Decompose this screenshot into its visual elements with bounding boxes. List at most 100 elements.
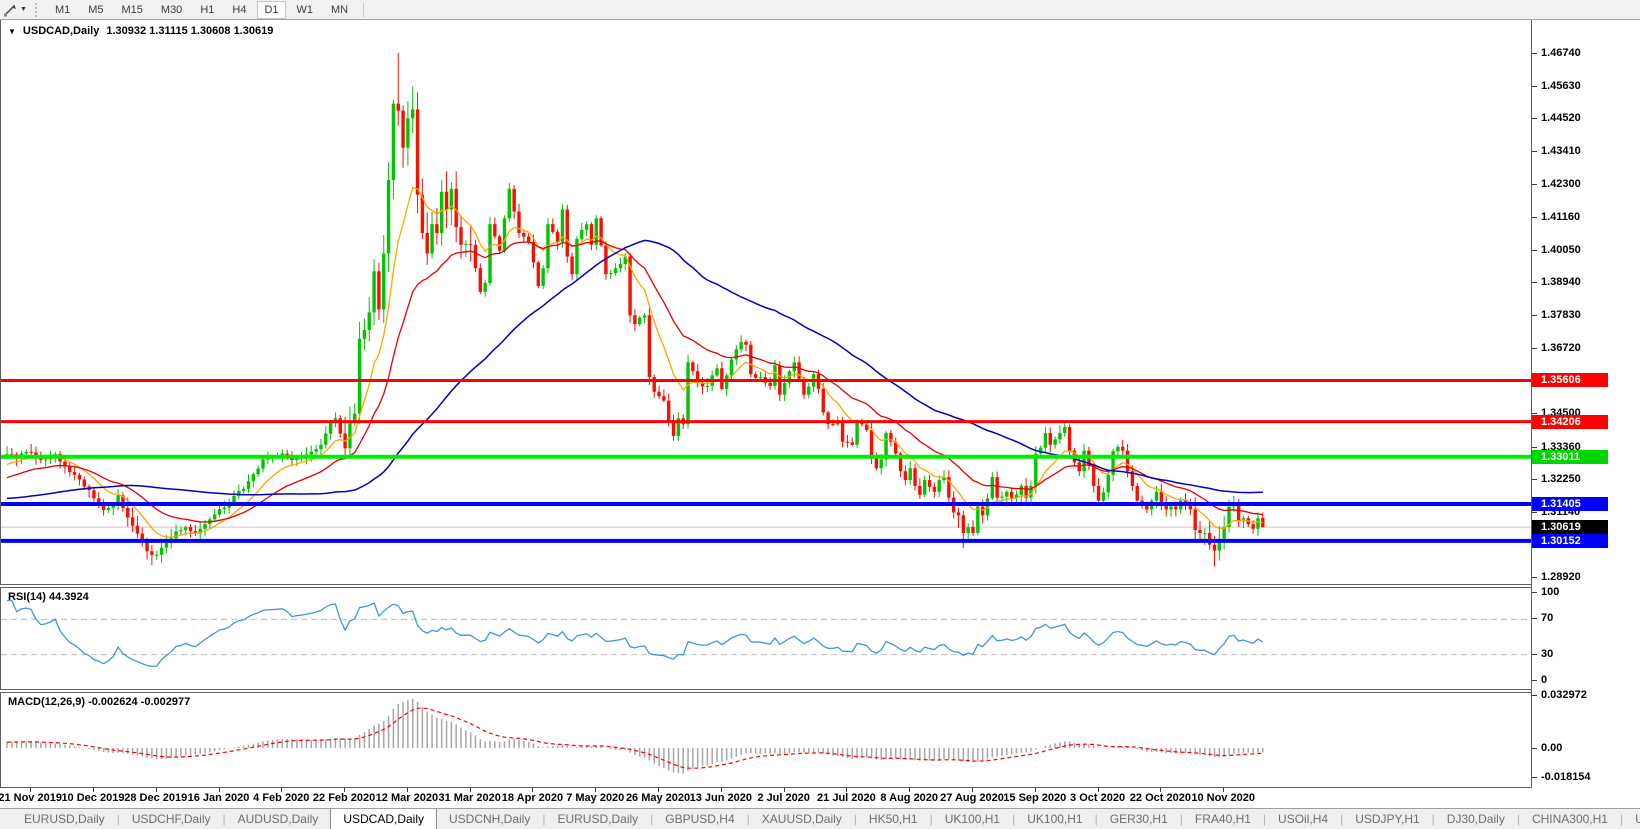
rsi-indicator-label: RSI(14) 44.3924 <box>8 591 89 603</box>
date-axis-label: 8 Aug 2020 <box>880 792 939 804</box>
price-axis-tick-label: 1.40050 <box>1541 243 1581 256</box>
timeframe-m5-button[interactable]: M5 <box>88 3 104 16</box>
rsi-panel[interactable]: RSI(14) 44.3924 <box>0 587 1531 690</box>
macd-chart-canvas[interactable] <box>1 693 1531 787</box>
date-axis-label: 21 Nov 2019 <box>0 792 62 804</box>
date-tick-mark <box>783 788 785 792</box>
tab-separator: | <box>929 812 933 826</box>
macd-panel[interactable]: MACD(12,26,9) -0.002624 -0.002977 <box>0 692 1531 788</box>
axis-tick-mark <box>1532 618 1537 620</box>
date-axis[interactable]: 21 Nov 2019 10 Dec 2019 28 Dec 2019 16 Jan … <box>0 788 1531 808</box>
axis-tick-mark <box>1532 446 1537 448</box>
price-axis-tick-label: 30 <box>1541 647 1554 660</box>
tab-uk100-h1[interactable]: UK100,H1 <box>1027 812 1083 826</box>
axis-tick-mark <box>1532 592 1537 593</box>
price-axis-tick-label: 1.42300 <box>1541 177 1581 190</box>
price-level-badge: 1.34206 <box>1532 414 1608 429</box>
date-axis-label: 22 Oct 2020 <box>1129 792 1191 804</box>
cursor-tool-dropdown-icon[interactable]: ▼ <box>20 5 27 13</box>
date-tick-mark <box>658 788 660 792</box>
chart-title-dropdown-icon[interactable]: ▼ <box>8 26 16 36</box>
price-axis-tick-label: -0.018154 <box>1541 771 1591 784</box>
candlestick-chart-canvas[interactable] <box>1 20 1531 584</box>
timeframe-h1-button[interactable]: H1 <box>200 3 215 16</box>
trendline-cursor-icon[interactable] <box>1 2 19 18</box>
tab-audusd-daily[interactable]: AUDUSD,Daily <box>237 812 319 826</box>
tab-usoil-da[interactable]: USOil,Da <box>1635 812 1640 826</box>
tab-eurusd-daily[interactable]: EURUSD,Daily <box>24 812 105 826</box>
tab-eurusd-daily[interactable]: EURUSD,Daily <box>557 812 639 826</box>
timeframe-w1-button[interactable]: W1 <box>296 3 314 16</box>
tab-separator: | <box>1340 812 1344 826</box>
axis-tick-mark <box>1532 695 1537 697</box>
tab-usdjpy-h1[interactable]: USDJPY,H1 <box>1355 812 1420 826</box>
axis-tick-mark <box>1532 217 1537 219</box>
axis-tick-mark <box>1532 653 1537 655</box>
date-axis-label: 15 Sep 2020 <box>1003 792 1067 804</box>
timeframe-h4-button[interactable]: H4 <box>232 3 247 16</box>
rsi-chart-canvas[interactable] <box>1 588 1531 689</box>
date-tick-mark <box>469 788 471 792</box>
axis-tick-mark <box>1532 347 1537 349</box>
toolbar-separator <box>363 2 365 17</box>
tab-separator: | <box>1516 812 1520 826</box>
tab-ger30-h1[interactable]: GER30,H1 <box>1109 812 1168 826</box>
price-axis-tick-label: 100 <box>1541 586 1560 598</box>
date-tick-mark <box>344 788 346 792</box>
axis-tick-mark <box>1532 282 1537 284</box>
price-axis-tick-label: 1.43410 <box>1541 144 1581 157</box>
date-axis-label: 16 Jan 2020 <box>187 792 250 804</box>
price-axis-tick-label: 1.45630 <box>1541 79 1581 92</box>
tab-usdcnh-daily[interactable]: USDCNH,Daily <box>449 812 531 826</box>
tab-usdchf-daily[interactable]: USDCHF,Daily <box>131 812 211 826</box>
date-tick-mark <box>92 788 94 792</box>
date-axis-label: 26 May 2020 <box>625 792 691 804</box>
price-axis-tick-label: 1.28920 <box>1541 571 1581 584</box>
date-tick-mark <box>846 788 848 792</box>
price-axis-tick-label: 0.032972 <box>1541 689 1587 702</box>
tab-uk100-h1[interactable]: UK100,H1 <box>944 812 1001 826</box>
price-axis-tick-label: 1.36720 <box>1541 341 1581 354</box>
price-axis-tick-label: 1.38940 <box>1541 276 1581 289</box>
timeframe-d1-button[interactable]: D1 <box>257 0 286 19</box>
tab-usdcad-daily[interactable]: USDCAD,Daily <box>330 809 437 829</box>
date-axis-label: 13 Jun 2020 <box>689 792 753 804</box>
date-axis-label: 21 Jul 2020 <box>817 792 876 804</box>
price-level-badge: 1.33011 <box>1532 449 1608 464</box>
axis-tick-mark <box>1532 680 1537 681</box>
axis-tick-mark <box>1532 85 1537 87</box>
tab-hk50-h1[interactable]: HK50,H1 <box>868 812 918 826</box>
tab-dj30-daily[interactable]: DJ30,Daily <box>1446 812 1505 826</box>
main-chart-panel[interactable]: ▼ USDCAD,Daily 1.30932 1.31115 1.30608 1… <box>0 20 1531 585</box>
tab-separator: | <box>1619 812 1624 826</box>
tab-china300-h1[interactable]: CHINA300,H1 <box>1531 812 1608 826</box>
date-tick-mark <box>972 788 973 792</box>
date-tick-mark <box>1097 788 1099 792</box>
date-tick-mark <box>30 788 32 792</box>
tab-separator: | <box>222 812 226 826</box>
timeframe-m1-button[interactable]: M1 <box>54 3 71 16</box>
date-axis-label: 12 Mar 2020 <box>375 792 439 804</box>
date-tick-mark <box>406 788 408 792</box>
price-level-badge: 1.30619 <box>1532 520 1608 535</box>
tab-separator: | <box>1262 812 1267 826</box>
price-axis[interactable]: 1.46740 1.45630 1.44520 1.43410 1.42300 1.411… <box>1531 20 1640 788</box>
chart-ohlc-values: 1.30932 1.31115 1.30608 1.30619 <box>106 25 274 37</box>
axis-tick-mark <box>1532 183 1537 185</box>
price-level-badge: 1.30152 <box>1532 533 1608 548</box>
tab-xauusd-daily[interactable]: XAUUSD,Daily <box>761 812 842 826</box>
tab-fra40-h1[interactable]: FRA40,H1 <box>1194 812 1251 826</box>
date-axis-label: 4 Feb 2020 <box>253 792 310 804</box>
price-axis-tick-label: 1.44520 <box>1541 112 1581 125</box>
timeframe-m30-button[interactable]: M30 <box>160 3 183 16</box>
price-axis-tick-label: 1.41160 <box>1541 211 1581 224</box>
tab-gbpusd-h4[interactable]: GBPUSD,H4 <box>665 812 735 826</box>
price-level-badge: 1.31405 <box>1532 497 1608 511</box>
toolbar-drag-handle[interactable] <box>34 2 40 17</box>
tab-usoil-h4[interactable]: USOil,H4 <box>1278 812 1329 826</box>
timeframe-mn-button[interactable]: MN <box>331 3 349 16</box>
timeframe-m15-button[interactable]: M15 <box>121 3 143 16</box>
price-axis-tick-label: 1.32250 <box>1541 473 1581 486</box>
tab-separator: | <box>1094 812 1098 826</box>
